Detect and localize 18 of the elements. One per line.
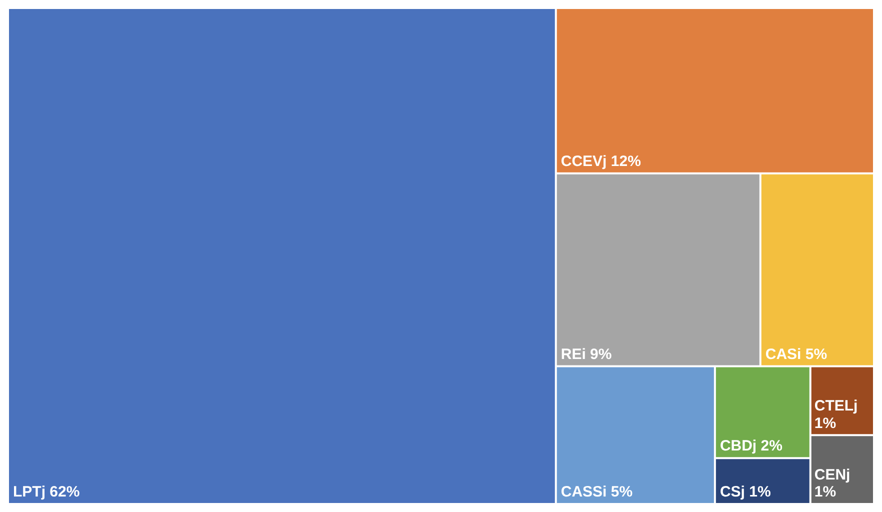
category-label: CSj — [720, 484, 745, 501]
category-label: CBDj — [720, 438, 757, 455]
category-label: LPTj — [13, 484, 46, 501]
category-label: REi — [560, 346, 586, 363]
data-label: 1% — [749, 484, 771, 501]
data-label: 9% — [590, 346, 612, 363]
data-label: 1% — [814, 484, 836, 501]
category-label: CCEVj — [560, 152, 607, 170]
data-label: 1% — [814, 414, 836, 432]
category-label: CASi — [765, 346, 802, 363]
category-label: CTELj — [814, 398, 858, 414]
data-label: 5% — [805, 346, 828, 363]
data-label: 62% — [50, 484, 80, 501]
category-label: CASSi — [560, 484, 607, 501]
data-label: 5% — [610, 484, 633, 501]
data-label: 2% — [760, 438, 782, 455]
category-label: CENj — [814, 466, 850, 484]
data-label: 12% — [610, 152, 641, 170]
